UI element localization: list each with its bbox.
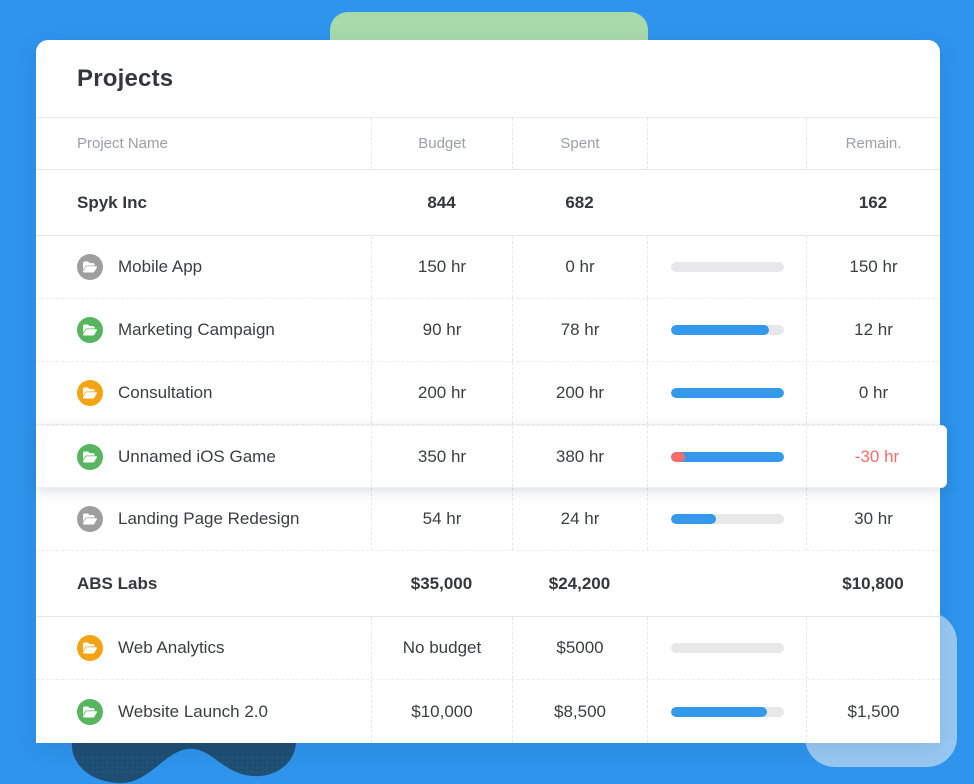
project-row-landing-page-redesign[interactable]: Landing Page Redesign 54 hr 24 hr 30 hr xyxy=(36,488,940,551)
budget-value: 350 hr xyxy=(371,426,512,487)
group-name: ABS Labs xyxy=(77,573,158,593)
spent-value: 24 hr xyxy=(512,488,647,550)
remaining-value: 30 hr xyxy=(806,488,940,550)
spent-value: $5000 xyxy=(512,617,647,679)
budget-value: $10,000 xyxy=(371,680,512,743)
projects-card: Projects Project Name Budget Spent Remai… xyxy=(36,40,947,743)
column-header-spent: Spent xyxy=(512,118,647,169)
project-row-web-analytics[interactable]: Web Analytics No budget $5000 xyxy=(36,617,940,680)
folder-open-icon xyxy=(77,317,103,343)
folder-open-icon xyxy=(77,380,103,406)
page-title: Projects xyxy=(77,64,174,92)
remaining-value: 150 hr xyxy=(806,236,940,298)
group-budget: 844 xyxy=(427,192,456,212)
project-row-website-launch[interactable]: Website Launch 2.0 $10,000 $8,500 $1,500 xyxy=(36,680,940,743)
budget-value: 200 hr xyxy=(371,362,512,424)
project-name: Consultation xyxy=(118,383,213,402)
card-header: Projects xyxy=(36,40,940,118)
group-remaining: 162 xyxy=(858,192,888,212)
remaining-value: 0 hr xyxy=(806,362,940,424)
project-name: Website Launch 2.0 xyxy=(118,701,268,721)
group-name: Spyk Inc xyxy=(77,192,147,212)
group-budget: $35,000 xyxy=(410,573,473,593)
project-name: Mobile App xyxy=(118,257,203,276)
budget-value: 150 hr xyxy=(371,236,512,298)
project-row-marketing-campaign[interactable]: Marketing Campaign 90 hr 78 hr 12 hr xyxy=(36,299,940,362)
spent-value: 78 hr xyxy=(512,299,647,361)
spent-value: 200 hr xyxy=(512,362,647,424)
column-header-budget: Budget xyxy=(371,118,512,169)
project-name: Web Analytics xyxy=(118,638,225,657)
group-row-abs-labs[interactable]: ABS Labs $35,000 $24,200 $10,800 xyxy=(36,551,940,617)
project-name: Landing Page Redesign xyxy=(118,509,300,528)
remaining-value: 12 hr xyxy=(806,299,940,361)
table-header-row: Project Name Budget Spent Remain. xyxy=(36,118,940,170)
group-remaining: $10,800 xyxy=(842,573,904,593)
project-row-unnamed-ios-game[interactable]: Unnamed iOS Game 350 hr 380 hr -30 hr xyxy=(36,425,947,488)
spent-value: $8,500 xyxy=(512,680,647,743)
remaining-value xyxy=(806,617,940,679)
progress-bar xyxy=(670,643,784,653)
remaining-value: $1,500 xyxy=(806,680,940,743)
progress-bar xyxy=(670,706,784,717)
project-row-mobile-app[interactable]: Mobile App 150 hr 0 hr 150 hr xyxy=(36,236,940,299)
progress-bar xyxy=(670,514,784,524)
folder-open-icon xyxy=(77,443,103,470)
budget-value: No budget xyxy=(371,617,512,679)
column-header-remaining: Remain. xyxy=(806,118,940,169)
progress-bar xyxy=(670,388,784,398)
wave-decoration xyxy=(56,741,300,784)
group-row-spyk-inc[interactable]: Spyk Inc 844 682 162 xyxy=(36,170,940,236)
budget-value: 90 hr xyxy=(371,299,512,361)
progress-bar xyxy=(670,262,784,272)
remaining-value-negative: -30 hr xyxy=(806,426,947,487)
spent-value: 380 hr xyxy=(512,426,647,487)
project-row-consultation[interactable]: Consultation 200 hr 200 hr 0 hr xyxy=(36,362,940,425)
spent-value: 0 hr xyxy=(512,236,647,298)
progress-bar-overbudget xyxy=(670,451,784,462)
column-header-progress xyxy=(647,118,806,169)
group-spent: 682 xyxy=(565,192,594,212)
group-spent: $24,200 xyxy=(548,573,611,593)
project-name: Marketing Campaign xyxy=(118,320,275,339)
folder-open-icon xyxy=(77,506,103,532)
budget-value: 54 hr xyxy=(371,488,512,550)
column-header-project-name: Project Name xyxy=(77,135,168,152)
folder-open-icon xyxy=(77,698,103,725)
progress-bar xyxy=(670,325,784,335)
folder-open-icon xyxy=(77,254,103,280)
project-name: Unnamed iOS Game xyxy=(118,446,276,466)
folder-open-icon xyxy=(77,635,103,661)
